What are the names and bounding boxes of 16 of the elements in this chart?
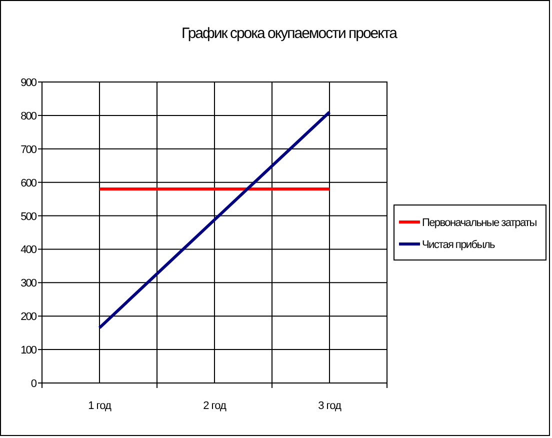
- legend-label: Первоначальные затраты: [422, 217, 538, 229]
- chart-title: График срока окупаемости проекта: [182, 25, 398, 42]
- y-tick-label: 0: [30, 378, 37, 390]
- y-tick-label: 500: [20, 210, 37, 223]
- y-tick-label: 400: [20, 244, 37, 256]
- x-tick-label: 2 год: [203, 400, 227, 412]
- y-tick-label: 200: [20, 311, 37, 324]
- y-tick-label: 600: [20, 177, 37, 190]
- x-tick-label: 3 год: [318, 400, 342, 412]
- y-tick-label: 300: [20, 278, 37, 290]
- x-tick-label: 1 год: [88, 400, 112, 412]
- y-tick-label: 900: [20, 77, 37, 89]
- y-tick-label: 700: [20, 144, 37, 156]
- legend-label: Чистая прибыль: [422, 239, 496, 251]
- y-tick-label: 100: [20, 344, 37, 357]
- y-tick-label: 800: [20, 110, 37, 122]
